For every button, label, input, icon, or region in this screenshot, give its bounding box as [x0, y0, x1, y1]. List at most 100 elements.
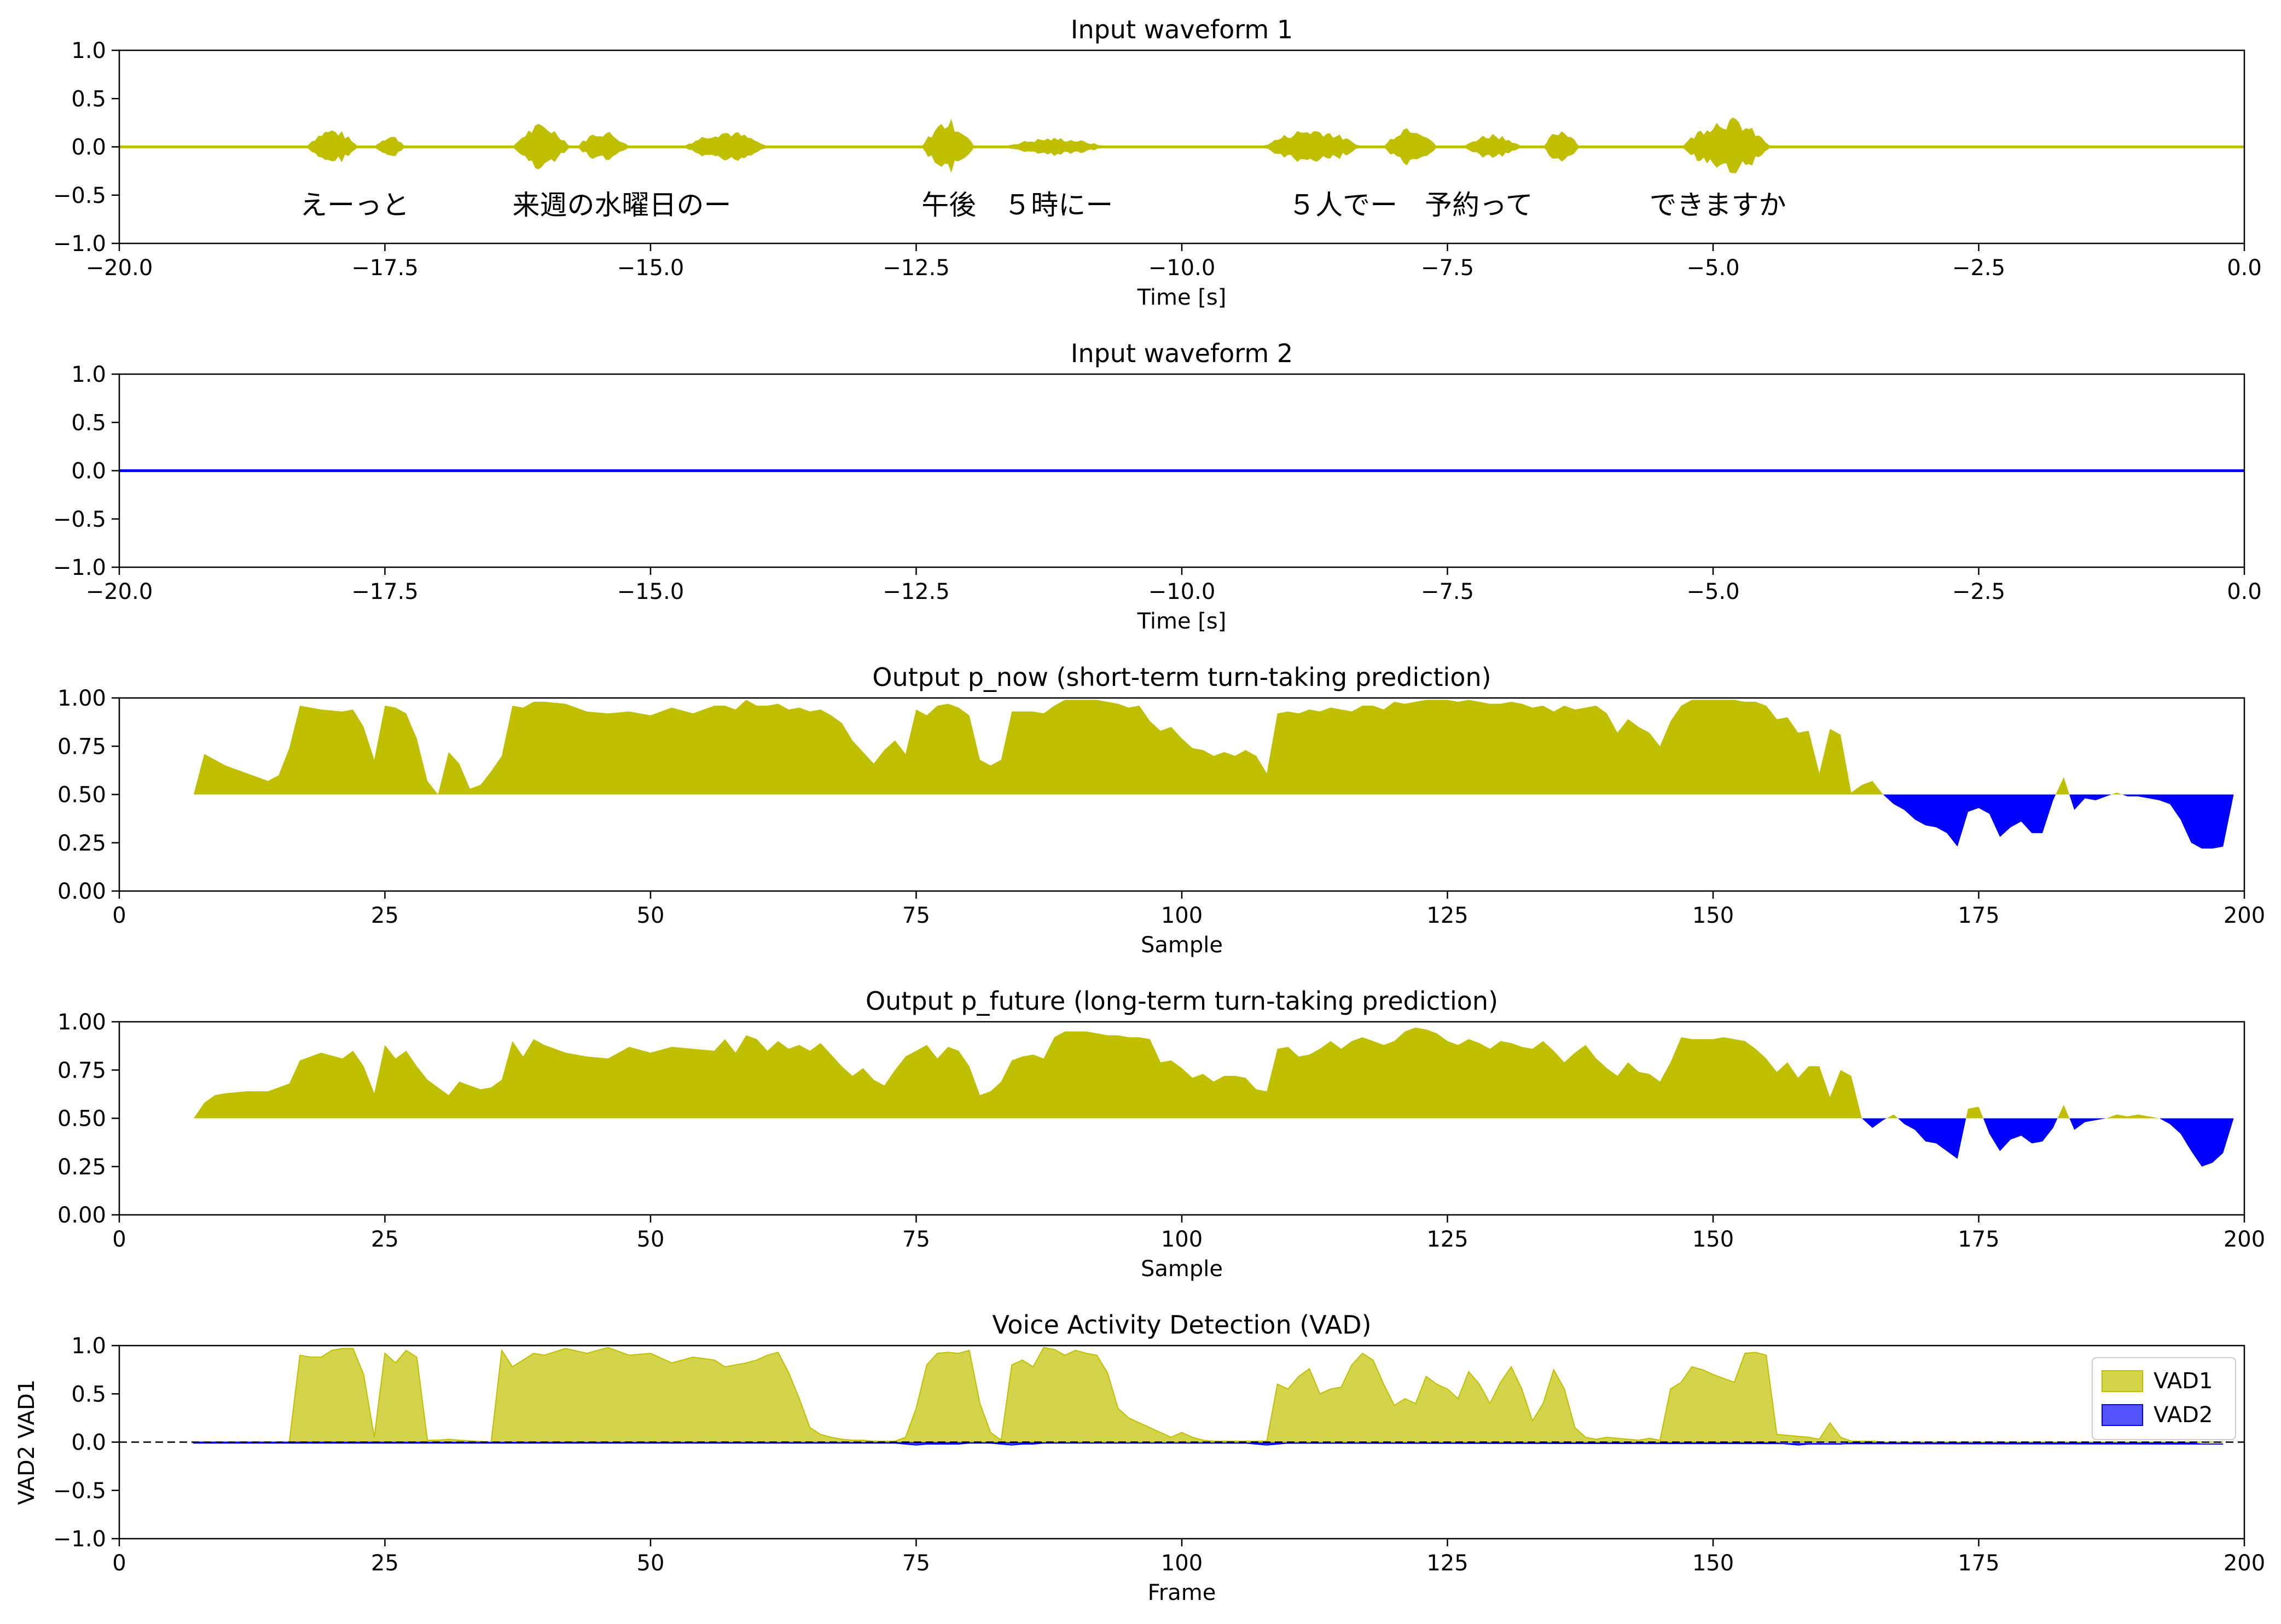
x-tick-label: 150 [1692, 1551, 1734, 1576]
area-below-baseline [193, 1118, 2244, 1167]
plot-area [193, 700, 2244, 849]
x-tick-label: −7.5 [1421, 579, 1474, 604]
x-tick-label: 0 [112, 903, 126, 928]
transcript-annotation: 午後 ５時にー [921, 189, 1113, 221]
x-tick-label: −17.5 [351, 579, 419, 604]
x-tick-label: 175 [1958, 1227, 1999, 1252]
x-tick-label: 50 [637, 903, 665, 928]
x-tick-label: −10.0 [1148, 579, 1216, 604]
x-tick-label: 100 [1161, 1227, 1203, 1252]
speech-burst [1001, 137, 1108, 156]
speech-burst [1681, 117, 1772, 173]
y-tick-label: 0.5 [71, 410, 106, 435]
x-tick-label: 175 [1958, 1551, 1999, 1576]
area-vad1 [193, 1347, 2224, 1443]
chart-title: Input waveform 1 [1071, 15, 1293, 44]
legend-swatch-vad1 [2102, 1370, 2143, 1392]
x-tick-label: −12.5 [883, 255, 950, 281]
speech-burst [512, 124, 571, 170]
y-tick-label: 1.00 [57, 686, 106, 711]
x-tick-label: 50 [637, 1227, 665, 1252]
transcript-annotation: えーっと [300, 189, 409, 221]
plot-area [119, 1347, 2244, 1446]
y-tick-label: −0.5 [53, 1479, 106, 1504]
speech-burst [305, 130, 358, 162]
y-tick-label: 0.0 [71, 135, 106, 160]
speech-burst [921, 119, 975, 173]
area-above-baseline [193, 700, 2244, 795]
x-tick-label: −15.0 [617, 255, 684, 281]
x-tick-label: 75 [902, 1551, 930, 1576]
x-tick-label: 200 [2224, 1227, 2265, 1252]
x-tick-label: 25 [371, 1551, 399, 1576]
speech-burst [1463, 133, 1522, 158]
x-tick-label: 100 [1161, 1551, 1203, 1576]
y-axis-label: VAD2 VAD1 [14, 1379, 39, 1505]
chart-title: Output p_future (long-term turn-taking p… [866, 986, 1498, 1016]
x-tick-label: −20.0 [86, 579, 153, 604]
speech-burst [374, 137, 407, 156]
y-tick-label: 0.00 [57, 1203, 106, 1228]
x-tick-label: −5.0 [1686, 579, 1739, 604]
y-tick-label: −1.0 [53, 231, 106, 257]
x-axis-label: Frame [1148, 1580, 1216, 1605]
x-tick-label: 200 [2224, 1551, 2265, 1576]
x-tick-label: 25 [371, 903, 399, 928]
legend: VAD1 VAD2 [2092, 1357, 2236, 1440]
y-tick-label: 0.00 [57, 879, 106, 904]
x-tick-label: 50 [637, 1551, 665, 1576]
y-tick-label: 0.25 [57, 1155, 106, 1180]
legend-label-vad2: VAD2 [2154, 1402, 2213, 1428]
y-tick-label: 0.25 [57, 831, 106, 856]
chart-title: Output p_now (short-term turn-taking pre… [872, 662, 1491, 692]
transcript-annotation: ５人でー 予約って [1288, 189, 1533, 221]
x-tick-label: 125 [1426, 903, 1468, 928]
x-tick-label: 0 [112, 1227, 126, 1252]
y-tick-label: 0.75 [57, 734, 106, 759]
chart-title: Voice Activity Detection (VAD) [992, 1310, 1371, 1340]
transcript-annotation: できますか [1649, 189, 1786, 221]
x-tick-label: 150 [1692, 1227, 1734, 1252]
x-tick-label: −10.0 [1148, 255, 1216, 281]
x-tick-label: 100 [1161, 903, 1203, 928]
x-axis-label: Sample [1141, 933, 1223, 958]
y-tick-label: 0.0 [71, 459, 106, 484]
panel-p-now: Output p_now (short-term turn-taking pre… [57, 662, 2265, 958]
y-tick-label: 1.0 [71, 362, 106, 387]
chart-title: Input waveform 2 [1071, 339, 1293, 368]
x-tick-label: −20.0 [86, 255, 153, 281]
y-tick-label: 1.0 [71, 38, 106, 63]
y-tick-label: 0.0 [71, 1430, 106, 1456]
panel-input-waveform-2: Input waveform 2 −20.0 −17.5 −15.0 −12.5 −10.… [53, 339, 2262, 634]
y-tick-label: −0.5 [53, 507, 106, 532]
y-tick-label: 0.50 [57, 783, 106, 808]
x-tick-label: 125 [1426, 1227, 1468, 1252]
y-tick-label: −1.0 [53, 555, 106, 580]
area-below-baseline [193, 794, 2244, 849]
x-tick-label: −17.5 [351, 255, 419, 281]
area-vad2 [193, 1441, 2224, 1446]
x-tick-label: −2.5 [1952, 255, 2005, 281]
y-tick-label: 0.50 [57, 1107, 106, 1132]
x-tick-label: −12.5 [883, 579, 950, 604]
y-tick-label: −1.0 [53, 1527, 106, 1552]
x-tick-label: 0.0 [2227, 579, 2262, 604]
panel-vad: Voice Activity Detection (VAD) 0 25 50 75 100… [14, 1310, 2265, 1605]
x-axis-label: Time [s] [1137, 609, 1227, 634]
legend-label-vad1: VAD1 [2154, 1369, 2213, 1394]
legend-swatch-vad2 [2102, 1404, 2143, 1426]
x-axis-label: Sample [1141, 1256, 1223, 1282]
speech-burst [1543, 131, 1581, 162]
transcript-annotation: 来週の水曜日のー [513, 189, 732, 221]
speech-burst [1261, 131, 1363, 162]
y-tick-label: 1.0 [71, 1334, 106, 1359]
y-tick-label: −0.5 [53, 183, 106, 208]
x-axis-label: Time [s] [1137, 285, 1227, 310]
x-tick-label: −15.0 [617, 579, 684, 604]
panel-p-future: Output p_future (long-term turn-taking p… [57, 986, 2265, 1282]
x-tick-label: 150 [1692, 903, 1734, 928]
x-tick-label: 75 [902, 903, 930, 928]
y-tick-label: 1.00 [57, 1010, 106, 1035]
y-tick-label: 0.5 [71, 1382, 106, 1407]
